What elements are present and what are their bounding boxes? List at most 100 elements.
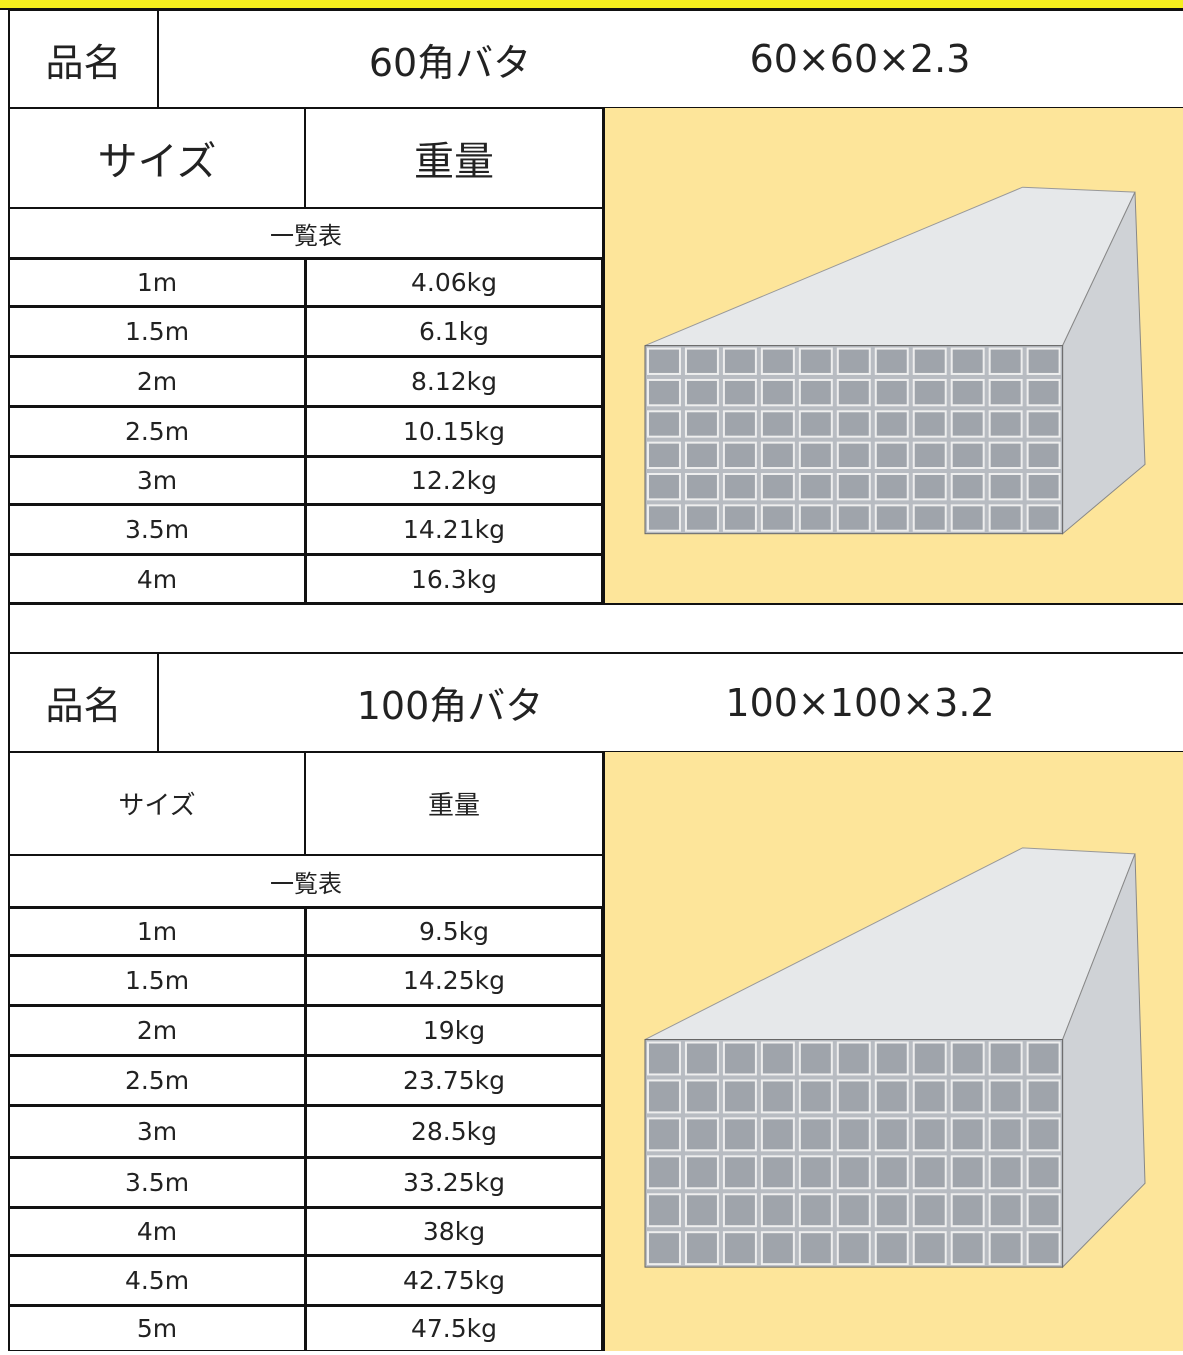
- pipe-end: [836, 504, 871, 532]
- pipe-end: [684, 410, 719, 438]
- pipe-stack: [644, 186, 1146, 535]
- pipe-end: [760, 1079, 795, 1114]
- item-name-row: [158, 653, 1183, 752]
- size-header: サイズ: [8, 108, 305, 208]
- pipe-end: [950, 473, 985, 501]
- pipe-end: [798, 473, 833, 501]
- pipe-end: [798, 410, 833, 438]
- pipe-end: [798, 1193, 833, 1228]
- pipe-end: [684, 347, 719, 375]
- pipe-end: [912, 441, 947, 469]
- pipe-end: [1026, 1155, 1061, 1190]
- pipe-end: [647, 1193, 681, 1228]
- pipe-end: [988, 1231, 1023, 1266]
- size-cell: 4m: [8, 1207, 305, 1255]
- pipe-end: [836, 378, 871, 407]
- pipe-end: [988, 410, 1023, 438]
- size-cell: 5m: [8, 1305, 305, 1351]
- pipe-end: [760, 1117, 795, 1152]
- product-photo: [603, 108, 1183, 603]
- pipe-end: [912, 1117, 947, 1152]
- pipe-end: [722, 504, 757, 532]
- pipe-end: [722, 1231, 757, 1266]
- pipe-end: [722, 347, 757, 375]
- weight-cell: 12.2kg: [305, 456, 603, 504]
- pipe-end: [1026, 1117, 1061, 1152]
- pipe-end: [647, 1117, 681, 1152]
- pipe-end: [647, 1155, 681, 1190]
- pipe-end: [1026, 1231, 1061, 1266]
- pipe-end: [988, 1155, 1023, 1190]
- pipe-end: [988, 504, 1023, 532]
- pipe-end: [798, 441, 833, 469]
- pipe-end: [684, 1117, 719, 1152]
- pipe-end: [988, 473, 1023, 501]
- pipe-end: [722, 473, 757, 501]
- pipe-end: [684, 1231, 719, 1266]
- weight-cell: 10.15kg: [305, 406, 603, 456]
- pipe-end: [684, 1155, 719, 1190]
- pipe-end: [760, 473, 795, 501]
- pipe-end: [1026, 1079, 1061, 1114]
- pipe-end: [836, 1231, 871, 1266]
- pipe-end: [722, 378, 757, 407]
- pipe-end: [647, 347, 681, 375]
- item-label: 品名: [8, 10, 158, 108]
- pipe-end: [798, 347, 833, 375]
- weight-cell: 23.75kg: [305, 1055, 603, 1105]
- pipe-end: [647, 410, 681, 438]
- pipe-end: [647, 473, 681, 501]
- weight-cell: 28.5kg: [305, 1105, 603, 1157]
- weight-header: 重量: [305, 752, 603, 855]
- weight-cell: 47.5kg: [305, 1305, 603, 1351]
- item-label: 品名: [8, 653, 158, 752]
- pipe-end: [912, 378, 947, 407]
- pipe-end: [912, 1193, 947, 1228]
- weight-header: 重量: [305, 108, 603, 208]
- pipe-end: [647, 441, 681, 469]
- pipe-end: [684, 1193, 719, 1228]
- pipe-end: [722, 1193, 757, 1228]
- item-spec: 100×100×3.2: [725, 680, 995, 725]
- pipe-end: [874, 410, 909, 438]
- pipe-end: [836, 410, 871, 438]
- pipe-end: [684, 1079, 719, 1114]
- pipe-end: [798, 1079, 833, 1114]
- pipe-end: [950, 410, 985, 438]
- list-label: 一覧表: [8, 208, 603, 258]
- pipe-end: [647, 1231, 681, 1266]
- pipe-end: [912, 347, 947, 375]
- stack-front: [644, 345, 1064, 535]
- pipe-end: [988, 1041, 1023, 1076]
- weight-cell: 8.12kg: [305, 356, 603, 406]
- pipe-end: [874, 1231, 909, 1266]
- pipe-end: [874, 504, 909, 532]
- pipe-end: [836, 1041, 871, 1076]
- pipe-end: [988, 1117, 1023, 1152]
- item-spec: 60×60×2.3: [749, 37, 971, 81]
- pipe-end: [684, 378, 719, 407]
- pipe-end: [836, 347, 871, 375]
- weight-cell: 9.5kg: [305, 907, 603, 955]
- weight-cell: 33.25kg: [305, 1157, 603, 1207]
- weight-cell: 16.3kg: [305, 554, 603, 603]
- pipe-end: [950, 441, 985, 469]
- pipe-end: [760, 378, 795, 407]
- pipe-end: [1026, 441, 1061, 469]
- pipe-end: [1026, 1041, 1061, 1076]
- size-cell: 2.5m: [8, 1055, 305, 1105]
- pipe-end: [988, 347, 1023, 375]
- pipe-end: [912, 1041, 947, 1076]
- weight-cell: 42.75kg: [305, 1255, 603, 1305]
- pipe-end: [836, 1193, 871, 1228]
- size-cell: 1m: [8, 258, 305, 306]
- pipe-end: [874, 441, 909, 469]
- pipe-end: [988, 378, 1023, 407]
- pipe-end: [988, 1193, 1023, 1228]
- weight-cell: 14.25kg: [305, 955, 603, 1005]
- pipe-end: [836, 441, 871, 469]
- pipe-end: [760, 441, 795, 469]
- weight-cell: 14.21kg: [305, 504, 603, 554]
- pipe-end: [836, 1079, 871, 1114]
- pipe-end: [684, 473, 719, 501]
